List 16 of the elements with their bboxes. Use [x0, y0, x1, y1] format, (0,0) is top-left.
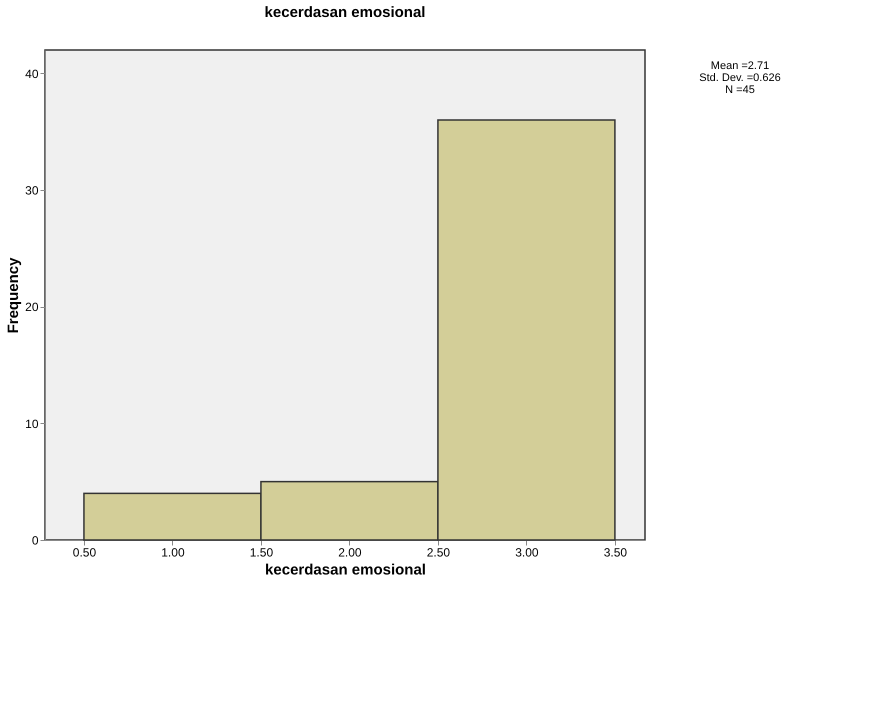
- y-tick-label: 30: [25, 184, 39, 198]
- x-tick-label: 2.00: [338, 546, 362, 560]
- x-tick-label: 1.50: [250, 546, 274, 560]
- y-axis-title: Frequency: [5, 256, 22, 334]
- x-tick-label: 2.50: [426, 546, 450, 560]
- x-tick-label: 3.00: [515, 546, 539, 560]
- x-tick-label: 1.00: [161, 546, 185, 560]
- text: Mean =2.71 Std. Dev. =0.626 N =45: [699, 60, 781, 96]
- x-tick-label: 0.50: [72, 546, 96, 560]
- y-tick-label: 0: [32, 534, 39, 548]
- y-tick-label: 20: [25, 300, 39, 314]
- x-axis-title: kecerdasan emosional: [265, 562, 426, 578]
- y-tick-label: 40: [25, 66, 39, 81]
- x-tick-label: 3.50: [604, 546, 628, 560]
- y-tick-label: 10: [25, 416, 39, 431]
- chart-title: kecerdasan emosional: [264, 4, 426, 21]
